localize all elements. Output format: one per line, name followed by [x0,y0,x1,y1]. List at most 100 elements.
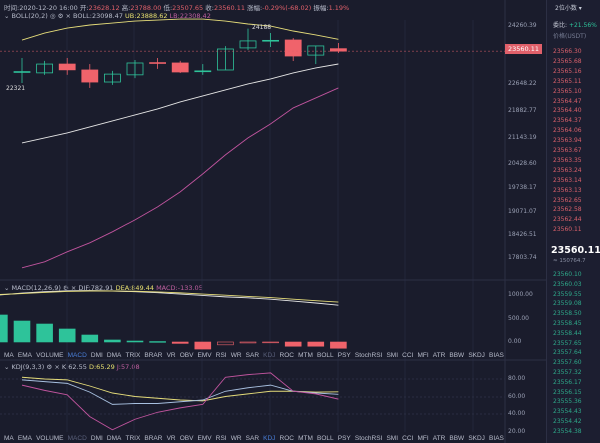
ask-row[interactable]: 23564.06 [553,127,582,135]
tab-macd[interactable]: MACD [67,435,87,442]
ask-row[interactable]: 23564.37 [553,117,582,125]
close-icon[interactable]: × [70,284,77,292]
ask-row[interactable]: 23565.10 [553,87,582,95]
tab-mtm[interactable]: MTM [298,435,313,442]
bid-row[interactable]: 23559.55 [553,290,582,298]
ask-row[interactable]: 23563.24 [553,166,582,174]
settings-icon[interactable]: ⚙ [57,12,64,20]
collapse-icon[interactable]: ⌄ [4,12,10,20]
bid-row[interactable]: 23555.36 [553,398,582,406]
bid-row[interactable]: 23554.43 [553,408,582,416]
ask-row[interactable]: 23563.94 [553,137,582,145]
tab-kdj[interactable]: KDJ [263,352,276,359]
tab-emv[interactable]: EMV [197,352,212,359]
bid-row[interactable]: 23558.44 [553,329,582,337]
tab-kdj[interactable]: KDJ [263,435,276,442]
tab-macd[interactable]: MACD [67,352,87,359]
tab-volume[interactable]: VOLUME [36,352,64,359]
tab-dmi[interactable]: DMI [90,352,103,359]
tab-mfi[interactable]: MFI [417,352,429,359]
ask-row[interactable]: 23560.11 [553,226,582,234]
tab-trix[interactable]: TRIX [125,352,141,359]
tab-trix[interactable]: TRIX [125,435,141,442]
collapse-icon[interactable]: ⌄ [4,284,10,292]
bid-row[interactable]: 23554.42 [553,418,582,425]
tab-skdj[interactable]: SKDJ [468,435,485,442]
ask-row[interactable]: 23562.65 [553,196,582,204]
tab-bias[interactable]: BIAS [489,352,504,359]
tab-wr[interactable]: WR [230,352,242,359]
tab-stochrsi[interactable]: StochRSI [354,352,383,359]
bid-row[interactable]: 23558.45 [553,320,582,327]
bid-row[interactable]: 23560.03 [553,280,582,288]
tab-stochrsi[interactable]: StochRSI [354,435,383,442]
tab-brar[interactable]: BRAR [144,352,163,359]
tab-psy[interactable]: PSY [337,352,351,359]
bid-row[interactable]: 23559.08 [553,300,582,308]
tab-cci[interactable]: CCI [402,352,414,359]
tab-roc[interactable]: ROC [279,435,294,442]
close-icon[interactable]: × [54,363,60,371]
tab-smi[interactable]: SMI [386,435,399,442]
bid-row[interactable]: 23557.65 [553,339,582,347]
tab-bbw[interactable]: BBW [449,352,465,359]
decimals-select[interactable]: 2位小数 ▾ [555,5,582,12]
tab-rsi[interactable]: RSI [215,352,227,359]
ask-row[interactable]: 23563.14 [553,176,582,184]
tab-ema[interactable]: EMA [17,435,32,442]
ask-row[interactable]: 23565.16 [553,67,582,75]
ask-row[interactable]: 23563.13 [553,186,582,194]
ask-row[interactable]: 23564.40 [553,107,582,115]
tab-boll[interactable]: BOLL [317,435,334,442]
tab-dmi[interactable]: DMI [90,435,103,442]
tab-obv[interactable]: OBV [179,435,194,442]
bid-row[interactable]: 23554.38 [553,427,582,435]
chart-canvas[interactable] [0,0,546,443]
settings-icon[interactable]: ⚙ [62,284,69,292]
tab-dma[interactable]: DMA [106,352,122,359]
tab-vr[interactable]: VR [166,435,176,442]
bid-row[interactable]: 23556.15 [553,388,582,396]
tab-obv[interactable]: OBV [179,352,194,359]
tab-bbw[interactable]: BBW [449,435,465,442]
tab-atr[interactable]: ATR [432,435,446,442]
ask-row[interactable]: 23563.35 [553,156,582,164]
tab-wr[interactable]: WR [230,435,242,442]
tab-brar[interactable]: BRAR [144,435,163,442]
tab-boll[interactable]: BOLL [317,352,334,359]
bid-row[interactable]: 23556.17 [553,378,582,386]
bid-row[interactable]: 23558.50 [553,310,582,318]
tab-volume[interactable]: VOLUME [36,435,64,442]
tab-cci[interactable]: CCI [402,435,414,442]
tab-sar[interactable]: SAR [245,435,260,442]
ask-row[interactable]: 23564.47 [553,97,582,105]
ask-row[interactable]: 23565.68 [553,57,582,65]
tab-skdj[interactable]: SKDJ [468,352,485,359]
tab-ema[interactable]: EMA [17,352,32,359]
ask-row[interactable]: 23566.30 [553,48,582,55]
tab-smi[interactable]: SMI [386,352,399,359]
tab-dma[interactable]: DMA [106,435,122,442]
ask-row[interactable]: 23562.58 [553,206,582,214]
bid-row[interactable]: 23560.10 [553,271,582,278]
ask-row[interactable]: 23565.11 [553,77,582,85]
ask-row[interactable]: 23562.44 [553,216,582,224]
bid-row[interactable]: 23557.32 [553,369,582,376]
tab-rsi[interactable]: RSI [215,435,227,442]
eye-icon[interactable]: ◎ [49,12,56,20]
bid-row[interactable]: 23557.64 [553,349,582,357]
tab-mfi[interactable]: MFI [417,435,429,442]
bid-row[interactable]: 23557.60 [553,359,582,367]
tab-vr[interactable]: VR [166,352,176,359]
tab-bias[interactable]: BIAS [489,435,504,442]
close-icon[interactable]: × [65,12,71,20]
settings-icon[interactable]: ⚙ [46,363,53,371]
tab-ma[interactable]: MA [4,435,14,442]
tab-psy[interactable]: PSY [337,435,351,442]
tab-emv[interactable]: EMV [197,435,212,442]
tab-sar[interactable]: SAR [245,352,260,359]
tab-atr[interactable]: ATR [432,352,446,359]
ask-row[interactable]: 23563.67 [553,147,582,154]
tab-roc[interactable]: ROC [279,352,294,359]
collapse-icon[interactable]: ⌄ [4,363,10,371]
